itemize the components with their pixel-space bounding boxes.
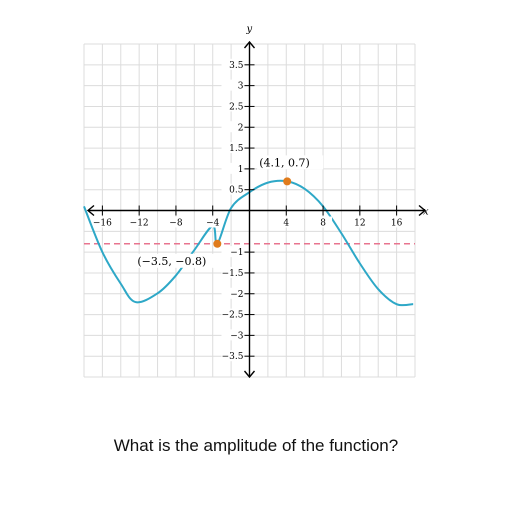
y-tick-label-bg [221,162,244,174]
x-tick-label-bg [166,216,185,228]
y-tick-label: −3.5 [222,352,244,362]
y-tick-label: −2.5 [222,311,244,321]
x-tick-label-bg [93,216,112,228]
x-axis-arrow-right-icon [418,204,427,217]
y-tick-label-bg [221,308,244,320]
y-tick-label: 2.5 [229,102,244,112]
y-tick-label: −3 [230,331,244,341]
y-tick-label-bg [221,100,244,112]
x-tick-label: −12 [130,219,149,229]
y-tick-label: 0.5 [229,186,244,196]
x-axis-label: x [423,207,429,218]
y-tick-label-bg [221,329,244,341]
point-label: (4.1, 0.7) [259,156,310,169]
y-axis-arrow-down-icon [243,370,256,379]
y-tick-label-bg [221,350,244,362]
y-tick-label: 1 [238,165,244,175]
ticks: −16 −12 −8 −4 4 8 12 16 3.5 3 2.5 2 1.5 1 0.5 −1 −1.5 −2 −… [93,58,406,362]
y-tick-label: −2 [230,290,243,300]
x-tick-label-bg [277,216,296,228]
x-tick-label-bg [314,216,333,228]
point-label-bg [257,155,324,170]
y-tick-label-bg [221,58,244,70]
y-tick-label-bg [221,121,244,133]
point-label-bg [135,253,214,268]
x-tick-label: 4 [283,219,289,229]
x-tick-label: −8 [169,219,183,229]
y-tick-label: 2 [238,123,244,133]
y-tick-label: 3.5 [229,61,244,71]
y-tick-label-bg [221,183,244,195]
y-tick-label-bg [221,142,244,154]
points: (4.1, 0.7) (−3.5, −0.8) [135,155,324,268]
y-tick-label-bg [221,266,244,278]
x-tick-label: 12 [354,219,365,229]
x-tick-label-bg [203,216,222,228]
y-tick-label-bg [221,287,244,299]
y-axis-label: y [246,24,253,35]
y-tick-label: −1 [230,248,243,258]
axes: x y [86,24,429,379]
x-tick-label: 16 [391,219,403,229]
y-axis-arrow-up-icon [243,40,256,49]
highlighted-point [283,177,292,186]
y-tick-label: −1.5 [222,269,244,279]
question-text: What is the amplitude of the function? [113,436,399,455]
x-tick-label-bg [387,216,406,228]
y-tick-label-bg [221,79,244,91]
x-tick-label-bg [130,216,149,228]
series-curve [83,179,414,307]
x-tick-label: 8 [320,219,326,229]
y-tick-label: 1.5 [229,144,244,154]
point-label: (−3.5, −0.8) [137,255,206,268]
x-axis-arrow-left-icon [86,204,95,217]
y-tick-label: 3 [238,82,244,92]
highlighted-point [213,239,222,248]
x-tick-label: −16 [93,219,112,229]
function-graph: x y −16 −12 −8 −4 4 8 12 16 3.5 3 2.5 2 1.5 1 0.5 −1 −1.… [83,24,429,379]
x-tick-label: −4 [206,219,220,229]
x-tick-label-bg [350,216,369,228]
y-tick-label-bg [221,246,244,258]
